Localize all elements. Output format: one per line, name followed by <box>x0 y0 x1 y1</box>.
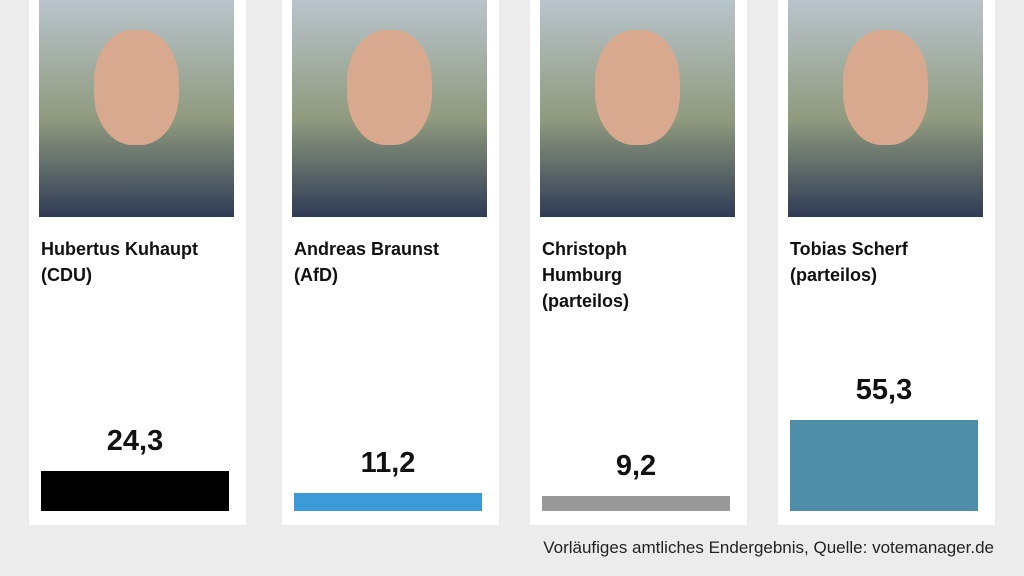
bar <box>41 471 229 511</box>
bar <box>542 495 730 511</box>
face <box>595 30 680 145</box>
candidate-name: Andreas Braunst (AfD) <box>294 236 459 288</box>
name-text: Christoph Humburg <box>542 239 627 285</box>
candidate-name: Hubertus Kuhaupt (CDU) <box>41 236 206 288</box>
face <box>94 30 179 145</box>
party: (parteilos) <box>790 265 878 285</box>
bar <box>790 420 978 511</box>
source-note: Vorläufiges amtliches Endergebnis, Quell… <box>543 538 994 557</box>
candidate-card: Hubertus Kuhaupt (CDU) 24,3 <box>29 0 246 525</box>
value-label: 9,2 <box>615 449 657 482</box>
candidate-photo <box>39 0 234 217</box>
name-text: Tobias Scherf <box>790 239 908 259</box>
candidate-card: Christoph Humburg (parteilos) 9,2 <box>530 0 747 525</box>
party: (parteilos) <box>542 291 630 311</box>
candidate-name: Christoph Humburg (parteilos) <box>542 236 707 314</box>
face <box>347 30 432 145</box>
name-text: Hubertus Kuhaupt <box>41 239 198 259</box>
face <box>843 30 928 145</box>
value-label: 55,3 <box>855 374 913 406</box>
candidate-photo <box>788 0 983 217</box>
candidate-photo <box>540 0 735 217</box>
candidate-card: Andreas Braunst (AfD) 11,2 <box>282 0 499 525</box>
candidate-photo <box>292 0 487 217</box>
value-label: 24,3 <box>106 425 164 457</box>
party: (AfD) <box>294 265 338 285</box>
party: (CDU) <box>41 265 92 285</box>
candidate-card: Tobias Scherf (parteilos) 55,3 <box>778 0 995 525</box>
value-label: 11,2 <box>360 446 416 479</box>
name-text: Andreas Braunst <box>294 239 440 259</box>
bar <box>294 492 482 511</box>
candidate-name: Tobias Scherf (parteilos) <box>790 236 955 288</box>
